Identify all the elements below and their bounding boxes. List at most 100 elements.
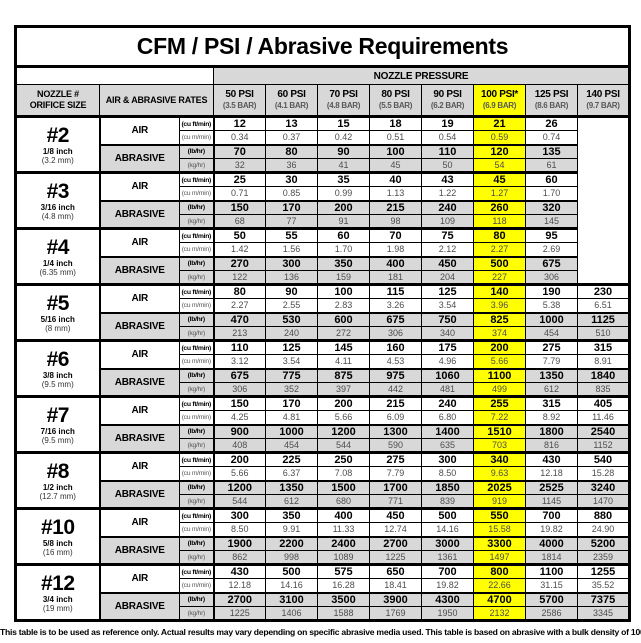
unit-label: (kg/hr) — [179, 326, 215, 341]
value-cell: 3.26 — [369, 298, 422, 313]
value-cell: 270 — [213, 255, 266, 271]
unit-label: (kg/hr) — [179, 438, 215, 453]
nozzle-number: #12 — [40, 571, 75, 595]
value-cell: 8.92 — [525, 410, 578, 425]
pressure-header-90psi: 90 PSI (6.2 BAR) — [421, 84, 474, 118]
value-cell: 2700 — [369, 535, 422, 551]
value-cell: 118 — [473, 214, 526, 229]
value-cell: 100 — [369, 143, 422, 159]
bar-value: (5.5 BAR) — [378, 101, 413, 110]
value-cell: 30 — [265, 171, 318, 187]
value-cell: 1000 — [265, 423, 318, 439]
nozzle-inch-size: 5/16 inch — [40, 314, 75, 324]
psi-value: 90 PSI — [433, 89, 462, 100]
value-cell: 839 — [421, 494, 474, 509]
air-rate-label: AIR — [99, 395, 180, 425]
abrasive-rate-label: ABRASIVE — [99, 535, 180, 565]
value-cell: 0.51 — [369, 130, 422, 145]
value-cell: 5.66 — [213, 466, 266, 481]
value-cell: 2025 — [473, 479, 526, 495]
psi-value: 80 PSI — [381, 89, 410, 100]
value-cell: 14.16 — [265, 578, 318, 593]
value-cell: 1.27 — [473, 186, 526, 201]
value-cell: 5.66 — [473, 354, 526, 369]
value-cell: 7.79 — [369, 466, 422, 481]
value-cell: 1000 — [525, 311, 578, 327]
abrasive-rate-label: ABRASIVE — [99, 367, 180, 397]
value-cell: 145 — [317, 339, 370, 355]
unit-label: (cu ft/min) — [179, 115, 215, 131]
value-cell: 170 — [265, 395, 318, 411]
value-cell: 1089 — [317, 550, 370, 565]
value-cell: 159 — [317, 270, 370, 285]
nozzle-orifice-header: NOZZLE # ORIFICE SIZE — [15, 84, 100, 118]
unit-label: (cu m/min) — [179, 298, 215, 313]
value-cell: 40 — [369, 171, 422, 187]
value-cell: 1588 — [317, 606, 370, 621]
value-cell: 0.71 — [213, 186, 266, 201]
value-cell: 3.54 — [421, 298, 474, 313]
value-cell: 22.66 — [473, 578, 526, 593]
value-cell: 230 — [577, 283, 630, 299]
value-cell: 405 — [577, 395, 630, 411]
nozzle-cell: #8 1/2 inch (12.7 mm) — [15, 451, 101, 509]
value-cell: 442 — [369, 382, 422, 397]
unit-label: (lb/hr) — [179, 143, 215, 159]
bar-value: (6.2 BAR) — [430, 101, 465, 110]
value-cell: 2132 — [473, 606, 526, 621]
pressure-header-100psi-highlighted: 100 PSI* (6.9 BAR) — [473, 84, 526, 118]
value-cell: 862 — [213, 550, 266, 565]
value-cell: 6.80 — [421, 410, 474, 425]
value-cell: 16.28 — [317, 578, 370, 593]
value-cell: 80 — [265, 143, 318, 159]
value-cell: 450 — [369, 507, 422, 523]
value-cell: 213 — [213, 326, 266, 341]
value-cell: 2359 — [577, 550, 630, 565]
value-cell: 4.96 — [421, 354, 474, 369]
abrasive-kg-row: (kg/hr) 68 77 91 98 109 118 145 — [16, 214, 630, 229]
air-cmm-row: (cu m/min) 4.25 4.81 5.66 6.09 6.80 7.22 8.92 11… — [16, 410, 630, 425]
value-cell: 2700 — [213, 591, 266, 607]
value-cell: 4.81 — [265, 410, 318, 425]
abrasive-lb-row: ABRASIVE (lb/hr) 675 775 875 975 1060 1100 1350 1… — [16, 367, 630, 397]
value-cell: 8.50 — [421, 466, 474, 481]
value-cell: 400 — [369, 255, 422, 271]
unit-label: (cu ft/min) — [179, 451, 215, 467]
value-cell: 1900 — [213, 535, 266, 551]
air-rate-label: AIR — [99, 171, 180, 201]
value-cell: 825 — [473, 311, 526, 327]
value-cell: 1100 — [525, 563, 578, 579]
value-cell: 1225 — [369, 550, 422, 565]
unit-label: (kg/hr) — [179, 158, 215, 173]
value-cell: 120 — [473, 143, 526, 159]
value-cell: 90 — [317, 143, 370, 159]
value-cell: 18.41 — [369, 578, 422, 593]
value-cell: 775 — [265, 367, 318, 383]
value-cell: 6.51 — [577, 298, 630, 313]
abrasive-kg-row: (kg/hr) 306 352 397 442 481 499 612 835 — [16, 382, 630, 397]
value-cell: 550 — [473, 507, 526, 523]
value-cell: 340 — [421, 326, 474, 341]
empty-region-cell — [577, 115, 630, 285]
value-cell: 250 — [317, 451, 370, 467]
psi-value: 140 PSI — [586, 89, 620, 100]
value-cell: 260 — [473, 199, 526, 215]
value-cell: 1.22 — [421, 186, 474, 201]
air-cmm-row: (cu m/min) 5.66 6.37 7.08 7.79 8.50 9.63 12.18 1… — [16, 466, 630, 481]
value-cell: 306 — [213, 382, 266, 397]
value-cell: 7375 — [577, 591, 630, 607]
value-cell: 125 — [265, 339, 318, 355]
value-cell: 11.33 — [317, 522, 370, 537]
nozzle-cell: #12 3/4 inch (19 mm) — [15, 563, 101, 621]
value-cell: 1350 — [265, 479, 318, 495]
abrasive-lb-row: ABRASIVE (lb/hr) 1200 1350 1500 1700 1850 2025 2… — [16, 479, 630, 509]
value-cell: 880 — [577, 507, 630, 523]
value-cell: 5700 — [525, 591, 578, 607]
value-cell: 8.91 — [577, 354, 630, 369]
unit-label: (kg/hr) — [179, 550, 215, 565]
value-cell: 275 — [369, 451, 422, 467]
pressure-header-60psi: 60 PSI (4.1 BAR) — [265, 84, 318, 118]
value-cell: 24.90 — [577, 522, 630, 537]
nozzle-inch-size: 5/8 inch — [42, 538, 73, 548]
value-cell: 1814 — [525, 550, 578, 565]
